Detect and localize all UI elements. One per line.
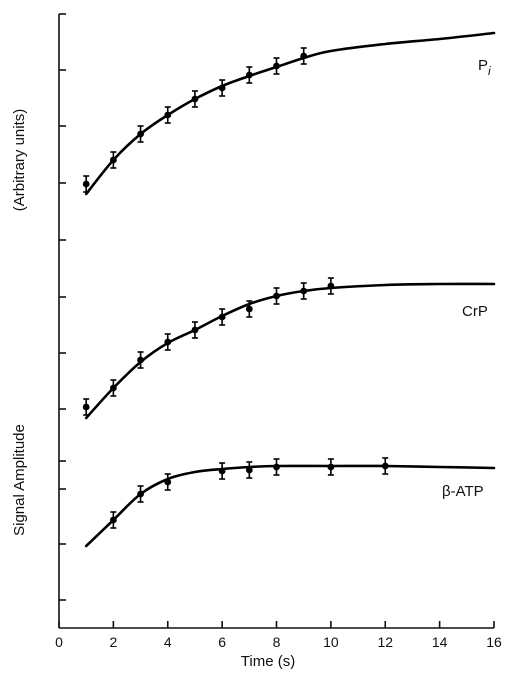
x-tick-label: 4 <box>164 634 172 650</box>
data-point <box>218 313 226 321</box>
data-point <box>137 130 144 138</box>
data-point <box>381 462 389 470</box>
series-curve <box>84 464 496 548</box>
x-axis-title: Time (s) <box>241 653 295 670</box>
data-point <box>164 338 172 346</box>
data-point <box>137 490 144 498</box>
series-curve <box>84 282 496 420</box>
data-point <box>218 84 226 92</box>
data-point <box>82 180 90 188</box>
plot-area <box>82 31 496 548</box>
series-label-crp: CrP <box>462 303 488 320</box>
y-axis-title-top: (Arbitrary units) <box>11 109 28 212</box>
y-axis-title-bottom: Signal Amplitude <box>11 424 28 536</box>
data-point <box>109 384 117 392</box>
series-1 <box>82 277 496 420</box>
data-point <box>218 467 226 475</box>
x-tick-label: 10 <box>323 634 339 650</box>
x-tick-label: 0 <box>55 634 63 650</box>
series-2 <box>84 457 496 548</box>
data-point <box>327 282 335 290</box>
series-curve <box>84 31 496 196</box>
data-point <box>137 356 144 364</box>
series-label-pi-sub: i <box>488 64 491 78</box>
data-point <box>327 463 335 471</box>
x-tick-label: 14 <box>432 634 448 650</box>
data-point <box>191 95 199 103</box>
x-tick-label: 2 <box>109 634 117 650</box>
data-point <box>191 326 199 334</box>
data-point <box>164 111 172 119</box>
data-point <box>273 463 280 471</box>
data-point <box>245 71 253 79</box>
data-point <box>300 287 308 295</box>
data-point <box>109 516 117 524</box>
x-tick-label: 16 <box>486 634 502 650</box>
x-tick-label: 12 <box>377 634 393 650</box>
data-point <box>245 466 253 474</box>
data-point <box>273 62 280 70</box>
x-tick-label: 6 <box>218 634 226 650</box>
data-point <box>300 52 308 60</box>
data-point <box>273 292 280 300</box>
data-point <box>82 403 90 411</box>
series-label-pi: Pi <box>478 57 491 78</box>
x-ticks: 0 2 4 6 8 10 12 14 16 <box>55 621 502 650</box>
series-label-atp: β-ATP <box>442 483 484 500</box>
x-tick-label: 8 <box>273 634 281 650</box>
data-point <box>245 305 253 313</box>
series-0 <box>82 31 496 196</box>
data-point <box>164 478 172 486</box>
series-label-pi-main: P <box>478 57 488 74</box>
y-ticks <box>59 13 66 601</box>
data-point <box>109 156 117 164</box>
